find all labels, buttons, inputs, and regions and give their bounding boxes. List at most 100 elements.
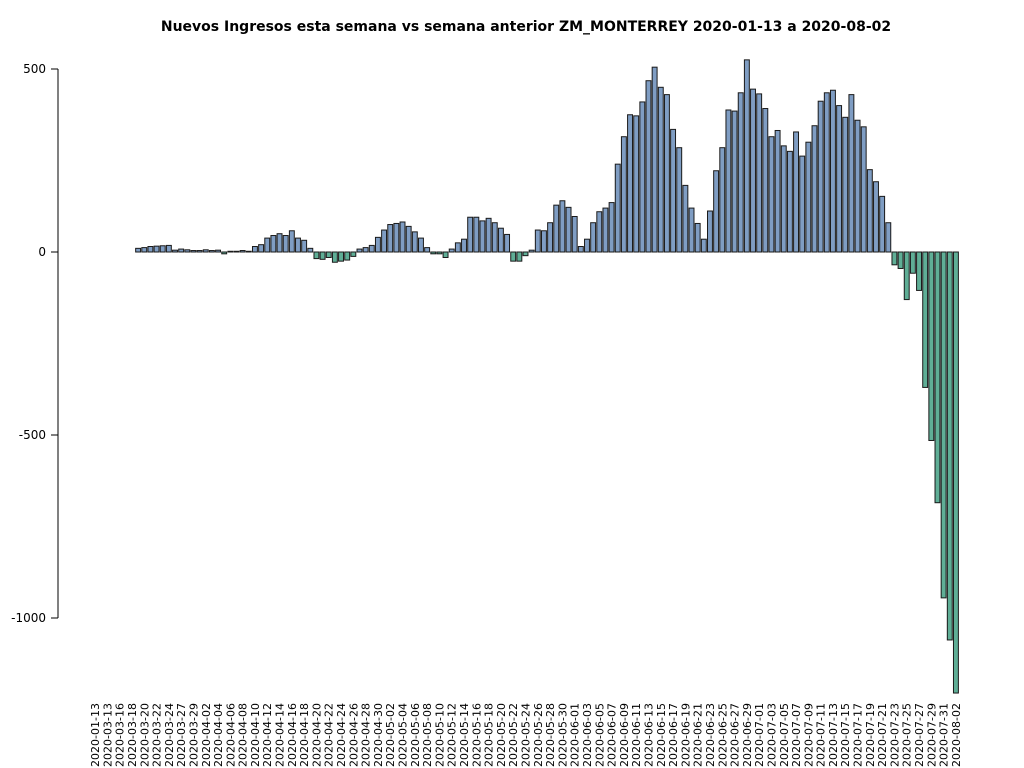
x-tick-label: 2020-04-10 [249,703,262,767]
x-tick-label: 2020-05-24 [520,703,533,767]
x-tick-label: 2020-05-04 [397,703,410,767]
x-tick-label: 2020-06-17 [667,703,680,767]
x-tick-label: 2020-03-22 [151,703,164,767]
x-tick-label: 2020-05-14 [458,703,471,767]
bar [922,251,929,388]
x-tick-label: 2020-07-03 [765,703,778,767]
bar [627,114,633,253]
x-tick-label: 2020-05-02 [384,703,397,767]
bar [571,215,578,253]
bar [338,251,344,262]
bar [694,222,701,253]
bar [799,155,806,253]
bar [848,94,855,253]
bar [577,246,584,253]
bar [645,80,652,253]
bar [270,235,277,253]
x-tick-label: 2020-07-31 [938,703,951,767]
bar [540,230,547,253]
x-tick-label: 2020-05-08 [421,703,434,767]
bar [590,222,597,253]
bar [688,207,695,253]
x-tick-label: 2020-01-13 [89,703,102,767]
bar [528,249,535,253]
x-tick-label: 2020-04-16 [286,703,299,767]
bar [411,231,418,253]
x-tick-label: 2020-04-26 [347,703,360,767]
bar [663,94,670,253]
bar [786,150,793,253]
x-tick-label: 2020-06-25 [716,703,729,767]
bar [178,248,185,253]
x-tick-label: 2020-07-05 [778,703,791,767]
x-tick-label: 2020-04-06 [224,703,237,767]
bar [553,204,560,253]
bar [719,147,726,253]
bar [756,93,763,253]
y-tick-label: -500 [19,428,46,442]
bar [510,251,517,262]
bar [909,251,916,274]
x-tick-label: 2020-04-24 [335,703,348,767]
bar [737,92,744,253]
bar [823,92,830,253]
bar [454,242,461,253]
bar [301,239,308,253]
bar [700,238,707,253]
x-tick-label: 2020-05-26 [532,703,545,767]
bar [282,235,289,253]
x-tick-label: 2020-07-27 [913,703,926,767]
x-tick-label: 2020-05-22 [507,703,520,767]
bar [374,236,381,253]
x-tick-label: 2020-07-01 [753,703,766,767]
bar [596,211,603,253]
bar [491,222,498,253]
y-tick-label: 0 [38,245,46,259]
bar [707,210,713,253]
x-tick-label: 2020-07-23 [888,703,901,767]
bar [817,100,824,253]
bar [608,202,615,253]
bar [805,141,812,253]
x-tick-label: 2020-07-25 [901,703,914,767]
bar [479,220,486,253]
bar [768,136,775,253]
x-tick-label: 2020-04-12 [261,703,274,767]
bar [393,222,400,253]
bar [762,108,769,253]
bar [307,247,314,253]
bar [325,251,332,258]
bar [233,250,240,253]
x-tick-label: 2020-05-18 [483,703,496,767]
bar [418,237,424,253]
x-tick-label: 2020-05-20 [495,703,508,767]
x-tick-label: 2020-07-13 [827,703,840,767]
bar [602,207,609,253]
x-tick-label: 2020-03-18 [126,703,139,767]
x-tick-label: 2020-06-23 [704,703,717,767]
x-tick-label: 2020-05-16 [470,703,483,767]
x-tick-label: 2020-06-01 [569,703,582,767]
x-tick-label: 2020-05-28 [544,703,557,767]
x-tick-label: 2020-04-04 [212,703,225,767]
x-tick-label: 2020-03-20 [138,703,151,767]
bar [614,163,621,253]
bar [221,251,228,255]
x-tick-label: 2020-07-07 [790,703,803,767]
bar [461,238,467,253]
bar [731,110,738,253]
x-tick-label: 2020-06-03 [581,703,594,767]
bar [239,250,246,253]
x-tick-label: 2020-06-19 [679,703,692,767]
x-tick-label: 2020-07-11 [815,703,828,767]
x-tick-label: 2020-06-13 [642,703,655,767]
x-tick-label: 2020-07-21 [876,703,889,767]
bar [891,251,898,266]
bar [860,126,867,253]
bar [362,247,369,253]
bar [522,251,529,257]
bar [676,147,683,253]
bar [485,217,492,253]
x-tick-label: 2020-06-15 [655,703,668,767]
